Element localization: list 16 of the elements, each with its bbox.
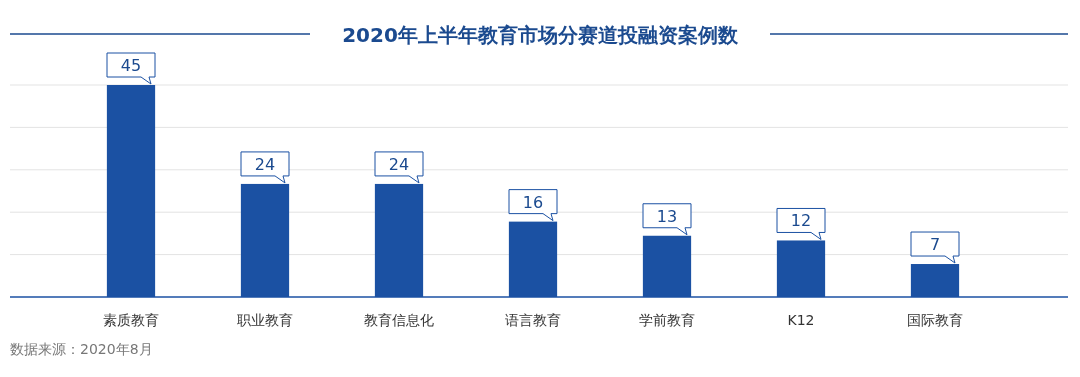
data-label: 13 (656, 206, 678, 226)
chart-title: 2020年上半年教育市场分赛道投融资案例数 (342, 23, 739, 47)
data-label: 24 (388, 154, 410, 174)
x-tick-label: K12 (787, 312, 815, 328)
data-label: 45 (120, 56, 142, 75)
x-tick-label: 语言教育 (505, 312, 561, 328)
source-note: 数据来源：2020年8月 (10, 341, 153, 357)
data-label: 12 (790, 211, 812, 231)
x-tick-label: 国际教育 (907, 312, 963, 328)
x-tick-label: 学前教育 (639, 312, 695, 328)
data-label: 7 (929, 235, 941, 255)
x-tick-label: 职业教育 (237, 312, 293, 328)
data-label: 24 (254, 154, 276, 174)
x-tick-label: 素质教育 (103, 312, 159, 328)
x-tick-label: 教育信息化 (364, 312, 434, 328)
data-label: 16 (522, 192, 544, 212)
